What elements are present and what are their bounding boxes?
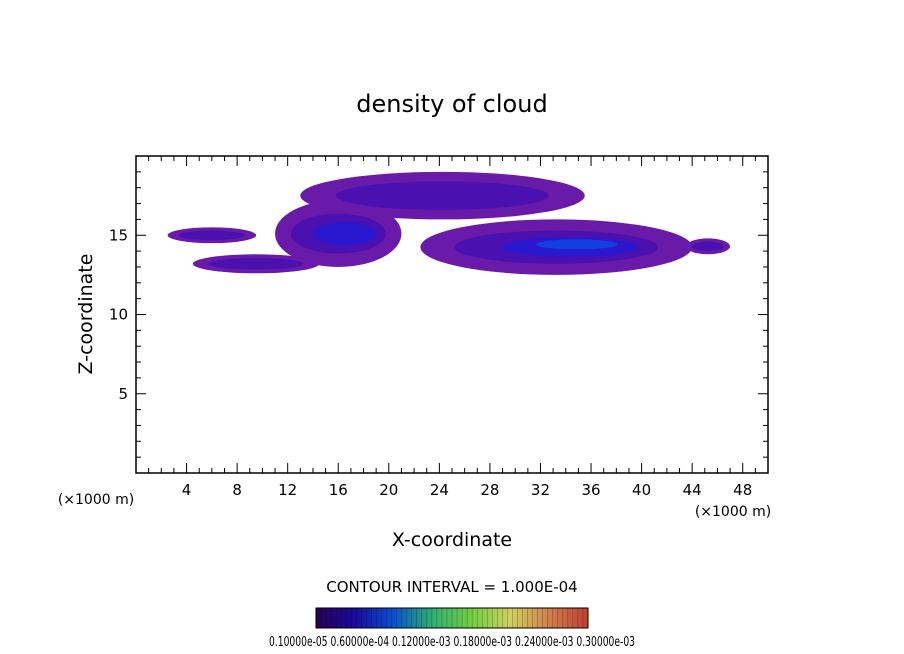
x-tick-label: 28	[480, 481, 499, 499]
x-unit-left: (×1000 m)	[58, 492, 134, 508]
x-axis-label: X-coordinate	[392, 529, 512, 551]
axis-ticks	[136, 156, 768, 473]
contour-interval-label: CONTOUR INTERVAL = 1.000E-04	[326, 578, 577, 596]
x-tick-label: 20	[379, 481, 398, 499]
cloud-region-4-peak	[535, 239, 618, 250]
x-tick-label: 32	[531, 481, 550, 499]
x-tick-labels: 4 8 12 16 20 24 28 32 36 40 44 48	[182, 481, 752, 499]
x-unit-right: (×1000 m)	[695, 504, 771, 520]
colorbar	[315, 607, 589, 629]
x-tick-label: 44	[683, 481, 702, 499]
chart-title: density of cloud	[356, 90, 547, 118]
cloud-region-3-mid	[335, 181, 550, 210]
cloud-region-5-mid	[691, 241, 725, 252]
colorbar-labels: 0.10000e-05 0.60000e-04 0.12000e-03 0.18…	[269, 635, 635, 650]
x-tick-label: 24	[430, 481, 449, 499]
cloud-region-0-mid	[178, 230, 246, 241]
x-tick-label: 12	[278, 481, 297, 499]
x-tick-label: 40	[632, 481, 651, 499]
cloud-region-1-mid	[208, 258, 304, 270]
y-tick-label: 10	[109, 306, 128, 324]
x-tick-label: 8	[232, 481, 242, 499]
cloud-field	[167, 171, 731, 275]
x-tick-label: 36	[581, 481, 600, 499]
cloud-region-2-core	[312, 222, 377, 246]
x-tick-label: 48	[733, 481, 752, 499]
y-tick-label: 15	[109, 226, 128, 244]
y-tick-labels: 5 10 15	[109, 226, 128, 403]
y-axis-label: Z-coordinate	[75, 254, 97, 375]
x-tick-label: 16	[329, 481, 348, 499]
y-tick-label: 5	[118, 385, 128, 403]
x-tick-label: 4	[182, 481, 192, 499]
colorbar-ticks	[315, 608, 589, 628]
